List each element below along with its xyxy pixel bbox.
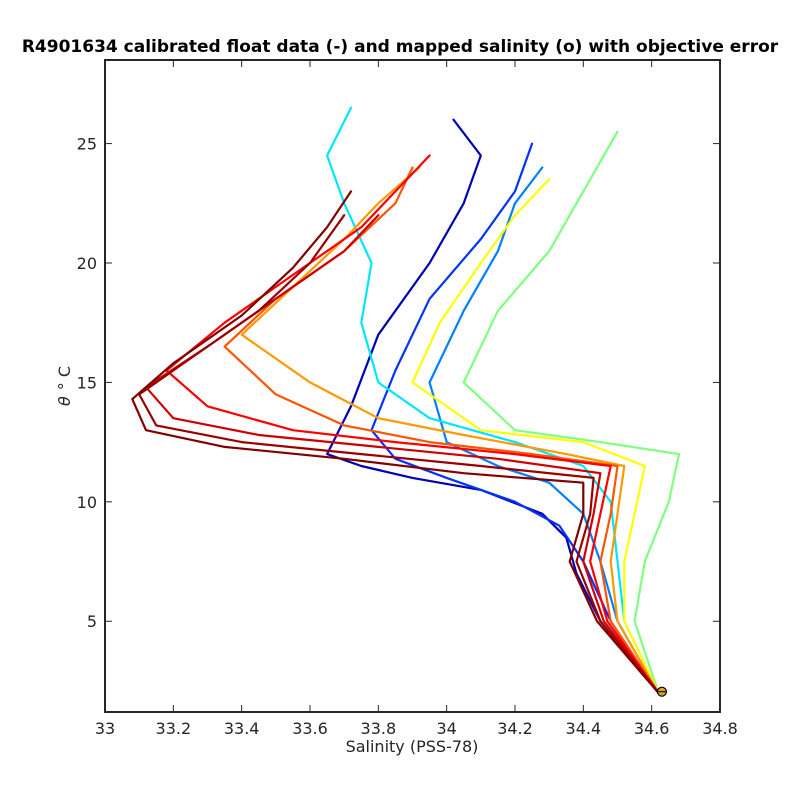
series-line-2: [428, 166, 660, 695]
y-tick-label: 20: [77, 254, 97, 273]
y-axis-label: θ ° C: [55, 366, 74, 406]
x-tick-label: 34.6: [634, 719, 670, 738]
series-line-4: [462, 130, 681, 695]
x-axis-label: Salinity (PSS-78): [346, 737, 479, 756]
series-line-6: [240, 166, 660, 695]
x-tick-label: 33.4: [224, 719, 260, 738]
x-tick-label: 34.8: [702, 719, 738, 738]
series-line-8: [165, 154, 660, 695]
x-tick-label: 34.4: [566, 719, 602, 738]
series-line-10: [138, 214, 660, 695]
series-line-5: [411, 178, 660, 695]
tick-layer: 33 33.2 33.4 33.6 33.8 34 34.2 34.4 34.6 34.8 5 10 1…: [77, 60, 738, 738]
y-axis-label-unit: ° C: [55, 366, 74, 390]
x-tick-label: 33: [95, 719, 115, 738]
plot-area: [105, 60, 720, 712]
series-line-11: [131, 190, 660, 695]
y-tick-label: 5: [87, 612, 97, 631]
series-line-0: [326, 118, 660, 695]
series-layer: [131, 106, 681, 695]
chart-title: R4901634 calibrated float data (-) and m…: [22, 37, 779, 57]
y-axis-label-symbol: θ: [55, 396, 74, 406]
plot-frame: [104, 59, 721, 713]
y-tick-label: 10: [77, 493, 97, 512]
x-tick-label: 33.8: [361, 719, 397, 738]
marker-layer: [656, 686, 668, 697]
y-tick-label: 25: [77, 135, 97, 154]
x-tick-label: 34.2: [497, 719, 533, 738]
x-tick-label: 33.6: [292, 719, 328, 738]
x-tick-label: 34: [436, 719, 456, 738]
y-tick-label: 15: [77, 373, 97, 392]
x-tick-label: 33.2: [156, 719, 192, 738]
